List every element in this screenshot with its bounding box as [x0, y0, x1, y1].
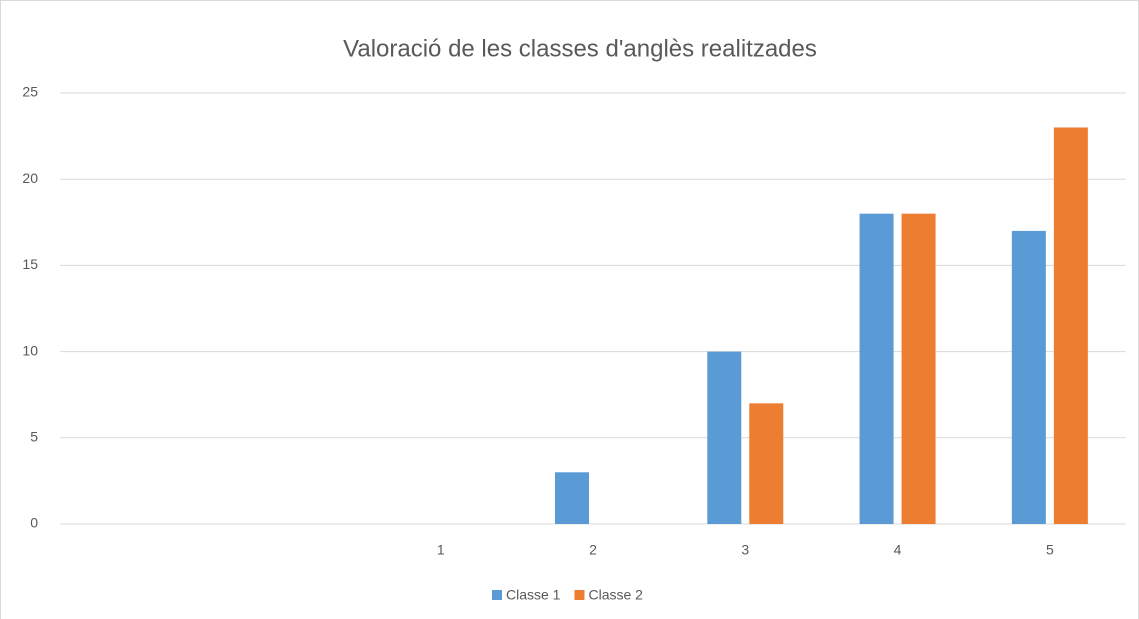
y-tick-label: 25	[22, 84, 38, 100]
bar	[859, 213, 894, 524]
bar	[749, 403, 784, 524]
legend-label: Classe 1	[506, 587, 561, 603]
y-tick-label: 20	[22, 170, 38, 186]
bar	[1011, 230, 1046, 525]
x-tick-label: 3	[741, 542, 749, 558]
y-tick-label: 5	[30, 429, 38, 445]
y-tick-label: 15	[22, 256, 38, 272]
x-tick-label: 4	[894, 542, 902, 558]
bar	[901, 213, 936, 524]
x-tick-label: 2	[589, 542, 597, 558]
y-tick-label: 10	[22, 342, 38, 358]
x-tick-label: 1	[437, 542, 445, 558]
legend-swatch	[492, 590, 502, 600]
y-tick-label: 0	[30, 515, 38, 531]
bar	[555, 472, 589, 524]
chart-title: Valoració de les classes d'anglès realit…	[343, 35, 817, 62]
bar	[1053, 127, 1088, 524]
x-tick-label: 5	[1046, 542, 1054, 558]
legend-label: Classe 2	[588, 587, 643, 603]
legend-swatch	[574, 590, 585, 600]
bar	[707, 351, 742, 524]
